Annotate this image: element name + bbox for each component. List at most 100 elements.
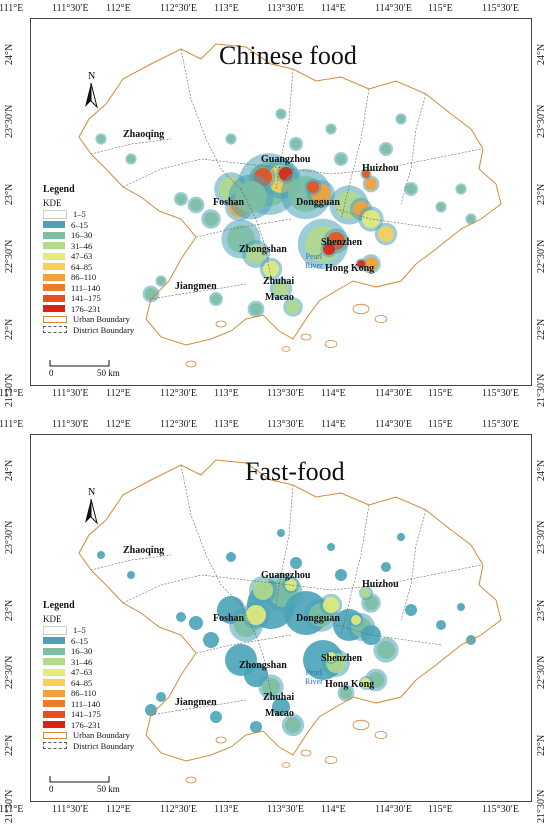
legend-swatch [43, 231, 65, 239]
x-tick-label: 111°30′E [52, 3, 89, 14]
x-tick-label: 112°30′E [160, 419, 197, 430]
map-frame: Chinese food N Zhaoqing Guangzhou Huizho… [30, 18, 532, 386]
x-tick-label: 114°E [321, 419, 346, 430]
kde-blob [272, 698, 290, 716]
x-tick-label: 112°E [106, 804, 131, 815]
district-boundary [180, 464, 242, 606]
district-boundary [180, 48, 242, 190]
x-tick-label: 114°E [321, 388, 346, 399]
y-tick-label: 23°N [536, 599, 547, 621]
legend-swatch [43, 637, 65, 645]
city-label-guangzhou: Guangzhou [261, 154, 311, 165]
x-tick-label: 113°E [214, 804, 239, 815]
x-tick-label: 113°E [214, 388, 239, 399]
legend-class-label: 47–63 [71, 667, 93, 678]
kde-blob [361, 678, 371, 688]
legend-swatch [43, 273, 65, 281]
urban-boundary [78, 459, 502, 762]
legend-swatch [43, 209, 67, 219]
x-tick-label: 113°E [214, 3, 239, 14]
city-label-zhuhai: Zhuhai [263, 692, 295, 703]
legend-class-row: 86–110 [43, 272, 153, 283]
island-outline [185, 360, 197, 368]
city-label-zhongshan: Zhongshan [239, 660, 287, 671]
kde-blob [263, 261, 279, 277]
x-tick-label: 111°E [0, 804, 24, 815]
city-label-zhaoqing: Zhaoqing [123, 545, 165, 556]
y-tick-label: 21°30′N [536, 373, 547, 407]
x-tick-label: 114°E [321, 3, 346, 14]
legend-subtitle: KDE [43, 198, 62, 208]
legend-class-row: 64–85 [43, 678, 153, 689]
kde-blob [357, 260, 365, 268]
y-tick-label: 24°N [4, 459, 15, 481]
city-label-zhongshan: Zhongshan [239, 244, 287, 255]
x-tick-label: 113°30′E [267, 419, 304, 430]
y-tick-label: 22°N [4, 734, 15, 756]
map-legend: Legend KDE 1–5 6–15 16–30 31–46 47–63 64–85 86… [43, 600, 153, 751]
x-tick-label: 112°30′E [160, 804, 197, 815]
kde-blob [436, 620, 446, 630]
x-tick-label: 111°E [0, 388, 24, 399]
legend-class-row: 31–46 [43, 241, 153, 252]
legend-swatch [43, 625, 67, 635]
district-boundary [240, 188, 272, 280]
district-boundary [150, 283, 247, 300]
district-boundary [275, 68, 294, 190]
kde-blob [327, 543, 335, 551]
map-frame: Fast-food N Zhaoqing Guangzhou Huizhou F… [30, 434, 532, 802]
island-outline [281, 762, 291, 768]
y-tick-label: 24°N [536, 459, 547, 481]
kde-hotspots [97, 529, 476, 737]
city-label-foshan: Foshan [213, 197, 245, 208]
y-tick-label: 23°30′N [4, 104, 15, 138]
kde-blob [340, 687, 352, 699]
legend-urban-boundary: Urban Boundary [43, 314, 153, 325]
y-tick-label: 22°30′N [536, 239, 547, 273]
kde-blob [290, 557, 302, 569]
district-boundary [90, 554, 172, 571]
legend-class-label: 1–5 [73, 209, 86, 220]
city-label-zhuhai: Zhuhai [263, 276, 295, 287]
river-label: Pearl River [305, 668, 323, 686]
kde-blob [335, 569, 347, 581]
city-label-hongkong: Hong Kong [325, 263, 375, 274]
city-label-dongguan: Dongguan [296, 197, 340, 208]
island-outline [324, 755, 338, 764]
x-tick-label: 115°30′E [482, 419, 519, 430]
island-outline [185, 776, 197, 784]
map-title: Chinese food [219, 41, 357, 70]
north-label: N [88, 71, 95, 82]
kde-blob [362, 170, 370, 178]
urban-boundary [78, 43, 502, 346]
y-tick-label: 23°30′N [536, 104, 547, 138]
kde-blob [253, 580, 273, 600]
legend-class-row: 111–140 [43, 699, 153, 710]
legend-class-row: 176–231 [43, 720, 153, 731]
legend-class-label: 31–46 [71, 240, 93, 251]
legend-swatch [43, 221, 65, 229]
legend-class-row: 16–30 [43, 646, 153, 657]
kde-blob [323, 597, 339, 613]
map-legend: Legend KDE 1–5 6–15 16–30 31–46 47–63 64–85 86… [43, 184, 153, 335]
island-outline [300, 333, 312, 341]
river-label: Pearl River [305, 252, 323, 270]
city-label-zhaoqing: Zhaoqing [123, 129, 165, 140]
district-boundary [340, 88, 370, 220]
kde-blob [235, 181, 267, 213]
legend-class-label: 86–110 [71, 688, 97, 699]
city-label-hongkong: Hong Kong [325, 679, 375, 690]
legend-class-row: 141–175 [43, 293, 153, 304]
island-outline [215, 736, 227, 744]
city-label-shenzhen: Shenzhen [321, 653, 363, 664]
kde-blob [405, 604, 417, 616]
legend-class-row: 1–5 [43, 209, 153, 220]
kde-blob [250, 303, 262, 315]
legend-class-label: 111–140 [71, 698, 101, 709]
legend-class-label: 16–30 [71, 230, 93, 241]
legend-class-row: 1–5 [43, 625, 153, 636]
legend-title: Legend [43, 600, 75, 611]
kde-blob [203, 632, 219, 648]
legend-class-label: 6–15 [71, 219, 88, 230]
kde-blob [176, 612, 186, 622]
